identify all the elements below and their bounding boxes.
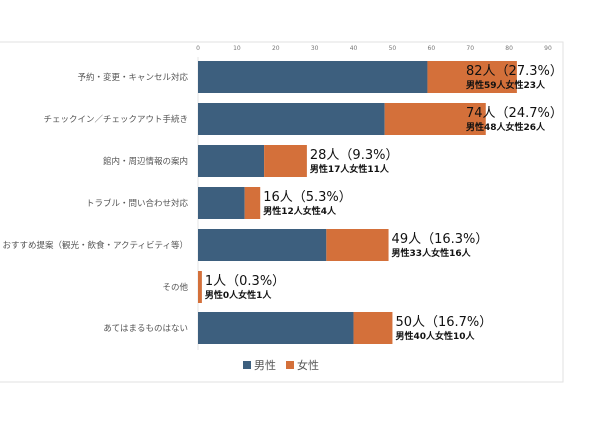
legend-label: 女性 [297,358,319,372]
category-label: あてはまるものはない [103,324,188,334]
data-sublabel: 男性17人女性11人 [310,163,390,175]
x-tick-label: 30 [311,45,319,52]
bar-segment-male [198,312,354,344]
bar-segment-male [198,187,245,219]
x-tick-label: 80 [505,45,513,52]
x-tick-label: 40 [350,45,358,52]
data-sublabel: 男性48人女性26人 [466,121,546,133]
bar-segment-male [198,145,265,177]
category-label: 予約・変更・キャンセル対応 [77,72,188,83]
data-label: 1人（0.3%） [205,274,285,289]
legend-swatch [243,361,251,369]
bar-segment-female [264,145,307,177]
data-sublabel: 男性40人女性10人 [395,330,475,342]
bar-segment-female [353,312,393,344]
data-sublabel: 男性12人女性4人 [263,205,337,217]
x-tick-label: 0 [196,45,200,52]
x-tick-label: 20 [272,45,280,52]
legend-label: 男性 [254,358,276,372]
data-label: 49人（16.3%） [392,232,489,247]
x-tick-label: 60 [428,45,436,52]
x-tick-label: 90 [544,45,552,52]
category-label: その他 [162,282,188,293]
category-label: トラブル・問い合わせ対応 [86,198,189,209]
x-tick-label: 70 [466,45,474,52]
bar-segment-female [384,103,486,135]
category-label: おすすめ提案（観光・飲食・アクティビティ等） [2,240,188,251]
data-sublabel: 男性59人女性23人 [466,79,546,91]
bar-segment-male [198,103,385,135]
bar-segment-male [198,229,327,261]
data-sublabel: 男性0人女性1人 [205,289,273,301]
category-label: 館内・周辺情報の案内 [103,156,188,167]
x-tick-label: 10 [233,45,241,52]
bar-segment-female [244,187,261,219]
data-label: 16人（5.3%） [263,190,352,205]
data-label: 74人（24.7%） [466,106,563,121]
bar-segment-female [198,271,202,303]
bar-segment-male [198,61,428,93]
bar-segment-female [427,61,517,93]
data-sublabel: 男性33人女性16人 [392,247,472,259]
legend-swatch [286,361,294,369]
data-label: 82人（27.3%） [466,64,563,79]
data-label: 28人（9.3%） [310,148,399,163]
category-label: チェックイン／チェックアウト手続き [43,114,188,125]
bar-segment-female [326,229,389,261]
data-label: 50人（16.7%） [395,315,492,330]
x-tick-label: 50 [389,45,397,52]
